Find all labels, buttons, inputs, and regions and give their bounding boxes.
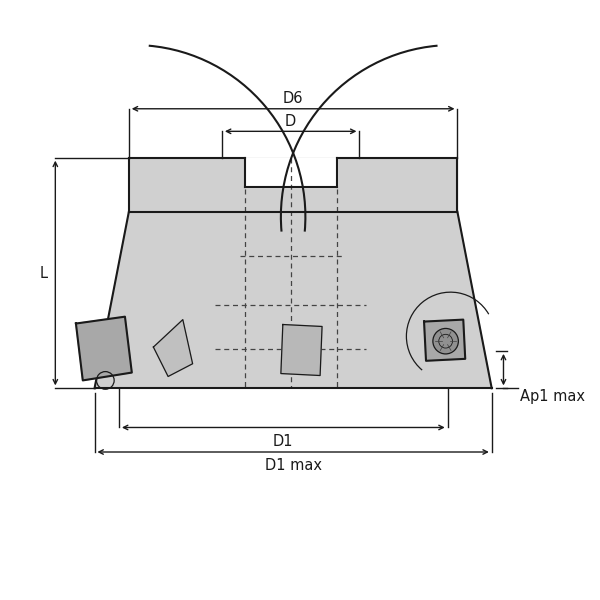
- Text: L: L: [40, 266, 47, 281]
- Text: D: D: [285, 114, 296, 129]
- Circle shape: [293, 351, 299, 357]
- Polygon shape: [76, 317, 132, 380]
- Polygon shape: [95, 212, 492, 388]
- Text: D1: D1: [273, 434, 293, 449]
- Text: D1 max: D1 max: [265, 458, 322, 473]
- Text: Ap1 max: Ap1 max: [520, 389, 585, 404]
- Polygon shape: [245, 158, 337, 187]
- Polygon shape: [129, 158, 457, 212]
- Circle shape: [433, 328, 458, 354]
- Text: D6: D6: [283, 91, 304, 106]
- Polygon shape: [281, 325, 322, 376]
- Polygon shape: [154, 320, 193, 376]
- Polygon shape: [424, 320, 465, 361]
